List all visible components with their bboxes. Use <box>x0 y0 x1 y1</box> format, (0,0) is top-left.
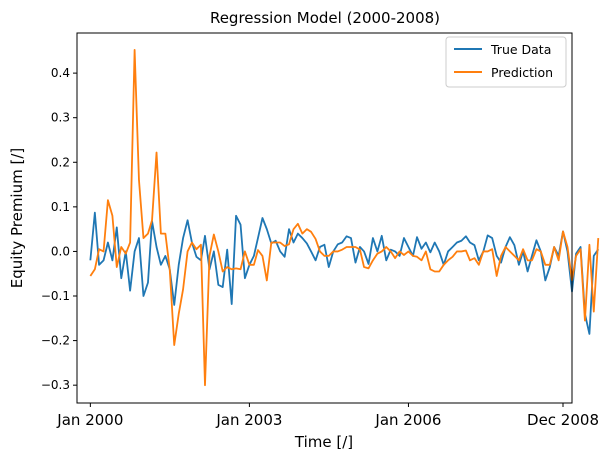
y-tick-label: −0.3 <box>41 378 70 392</box>
y-axis-label: Equity Premium [/] <box>8 148 26 288</box>
chart-title: Regression Model (2000-2008) <box>210 9 440 27</box>
y-axis: 0.4 0.3 0.2 0.1 0.0 −0.1 −0.2 −0.3 <box>41 66 77 392</box>
plot-area <box>89 49 600 387</box>
legend-label-prediction: Prediction <box>491 65 553 80</box>
x-axis: Jan 2000 Jan 2003 Jan 2006 Dec 2008 <box>56 403 599 429</box>
x-tick-label: Jan 2000 <box>56 411 123 429</box>
y-tick-label: 0.4 <box>51 66 70 80</box>
x-axis-label: Time [/] <box>294 433 353 451</box>
x-tick-label: Dec 2008 <box>527 411 599 429</box>
y-tick-label: 0.0 <box>51 244 70 258</box>
y-tick-label: 0.1 <box>51 200 70 214</box>
series-line-true-data <box>89 211 600 335</box>
y-tick-label: 0.2 <box>51 155 70 169</box>
y-tick-label: 0.3 <box>51 111 70 125</box>
y-tick-label: −0.1 <box>41 289 70 303</box>
series-line-prediction <box>89 49 600 387</box>
legend-label-true-data: True Data <box>490 42 551 57</box>
legend: True Data Prediction <box>445 36 567 88</box>
axes-frame <box>76 32 573 404</box>
x-tick-label: Jan 2003 <box>215 411 282 429</box>
x-tick-label: Jan 2006 <box>374 411 441 429</box>
y-tick-label: −0.2 <box>41 334 70 348</box>
